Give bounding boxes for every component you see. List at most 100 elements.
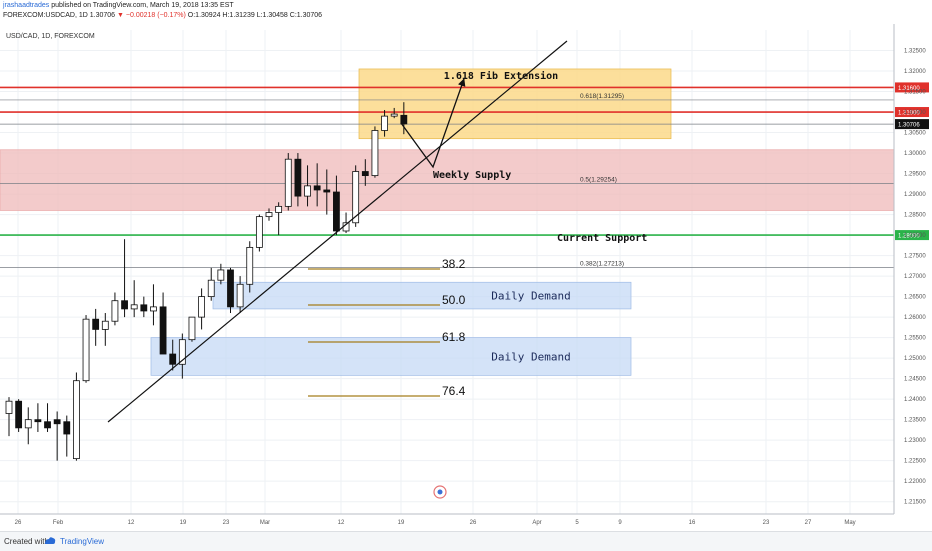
candle-bull [217, 269, 225, 281]
fib-level-label: 0.382(1.27213) [580, 260, 624, 267]
date-tick-label: 9 [618, 520, 622, 526]
candle-bear [400, 114, 408, 125]
price-tick-label: 1.29500 [904, 172, 926, 178]
weekly-supply-label: Weekly Supply [433, 170, 511, 181]
price-tick-label: 1.30000 [904, 151, 926, 157]
candle-layer [5, 102, 408, 461]
price-level-tag [895, 230, 929, 241]
price-level-tag-text: 1.28000 [898, 234, 920, 240]
weekly-supply-zone [0, 149, 895, 211]
candle-bull [198, 296, 206, 318]
candle-bear [294, 158, 302, 197]
daily-demand-label: Daily Demand [491, 350, 570, 363]
level-layer: 0.618(1.31295) 0.5(1.29254) 0.382(1.27213)… [0, 82, 929, 268]
date-tick-label: 23 [223, 520, 230, 526]
candle-bull [150, 306, 157, 312]
price-tick-label: 1.24500 [904, 377, 926, 383]
candle-bull [236, 283, 244, 308]
price-tick-label: 1.21500 [904, 500, 926, 506]
candle-bull [111, 300, 119, 322]
date-tick-label: Apr [532, 520, 541, 526]
instrument-label: USD/CAD, 1D, FOREXCOM [6, 33, 95, 40]
retracement-label: 61.8 [442, 330, 466, 344]
price-tick-label: 1.22500 [904, 459, 926, 465]
event-marker-dot-icon [437, 489, 443, 495]
ohlc-line: FOREXCOM:USDCAD, 1D 1.30706 ▼ −0.00218 (… [3, 12, 322, 19]
projection-arrow [400, 78, 466, 169]
author-link[interactable]: jrashaadtrades [3, 2, 50, 9]
candle-bull [178, 339, 186, 365]
candle-bull [130, 304, 138, 310]
candle-bull [246, 246, 254, 285]
candle-bear [361, 171, 369, 177]
price-tick-label: 1.26500 [904, 295, 926, 301]
date-tick-label: 26 [15, 520, 22, 526]
axis-layer: 1.32500 1.32000 1.31500 1.31000 1.30500 1.300… [0, 24, 926, 526]
publish-line: jrashaadtrades published on TradingView.… [3, 2, 234, 9]
event-marker-icon [433, 485, 447, 499]
price-tick-label: 1.31500 [904, 90, 926, 96]
price-level-tag-text: 1.31600 [898, 86, 920, 92]
candle-bear [15, 400, 23, 429]
candle-bear [333, 191, 340, 232]
candle-bull [275, 205, 283, 213]
candle-bear [140, 304, 148, 312]
candle-bear [121, 300, 128, 310]
price-level-tag-text: 1.31000 [898, 111, 920, 117]
symbol-label: FOREXCOM:USDCAD, 1D [3, 12, 88, 19]
price-tick-label: 1.32000 [904, 69, 926, 75]
fib-level-label: 0.5(1.29254) [580, 177, 617, 184]
date-tick-label: 19 [180, 520, 187, 526]
date-tick-label: 23 [763, 520, 770, 526]
candle-bear [92, 318, 100, 330]
price-tick-label: 1.23500 [904, 418, 926, 424]
candle-bull [265, 212, 273, 218]
created-with-text: Created with [4, 537, 49, 546]
candle-bull [381, 115, 388, 131]
candle-bull [255, 216, 263, 248]
candle-bull [5, 400, 13, 414]
date-tick-label: 26 [470, 520, 477, 526]
candle-bear [44, 421, 51, 429]
chart-header: jrashaadtrades published on TradingView.… [0, 0, 932, 24]
candle-bull [390, 113, 398, 117]
price-tick-label: 1.25500 [904, 336, 926, 342]
price-tick-label: 1.27500 [904, 254, 926, 260]
price-tick-label: 1.23000 [904, 438, 926, 444]
published-text: published on TradingView.com, March 19, … [51, 2, 234, 9]
candle-bull [24, 419, 32, 429]
footer-bar: Created with TradingView [0, 531, 932, 551]
price-tick-label: 1.30500 [904, 131, 926, 137]
retracement-label: 38.2 [442, 257, 466, 271]
candle-bull [207, 279, 215, 298]
candle-bull [73, 380, 80, 460]
last-price: 1.30706 [89, 12, 116, 19]
price-change: −0.00218 (−0.17%) [125, 12, 186, 19]
price-chart[interactable]: Daily Demand Daily Demand 1.618 Fib Extens… [0, 24, 932, 531]
candle-bear [227, 269, 234, 308]
date-tick-label: Feb [53, 520, 64, 526]
candle-bull [101, 320, 109, 330]
candle-bear [159, 306, 167, 355]
price-tick-label: 1.25000 [904, 356, 926, 362]
date-tick-label: 27 [805, 520, 812, 526]
tradingview-brand[interactable]: TradingView [60, 537, 105, 546]
tradingview-logo-icon [45, 537, 56, 544]
price-tick-label: 1.26000 [904, 315, 926, 321]
date-tick-label: May [844, 520, 855, 526]
fib-target-box [358, 68, 672, 140]
date-tick-label: 5 [575, 520, 579, 526]
price-tick-label: 1.28000 [904, 233, 926, 239]
candle-bull [304, 185, 311, 197]
daily-demand-label: Daily Demand [491, 290, 570, 303]
down-arrow-icon: ▼ [117, 12, 124, 19]
price-level-tag [895, 107, 929, 118]
price-tick-label: 1.28500 [904, 213, 926, 219]
candle-bear [53, 419, 61, 425]
candle-bear [63, 421, 71, 435]
price-tick-label: 1.27000 [904, 274, 926, 280]
ohlc-values: O:1.30924 H:1.31239 L:1.30458 C:1.30706 [187, 12, 323, 19]
trend-line [107, 40, 568, 423]
candle-bear [169, 353, 177, 365]
retracement-label: 50.0 [442, 293, 466, 307]
